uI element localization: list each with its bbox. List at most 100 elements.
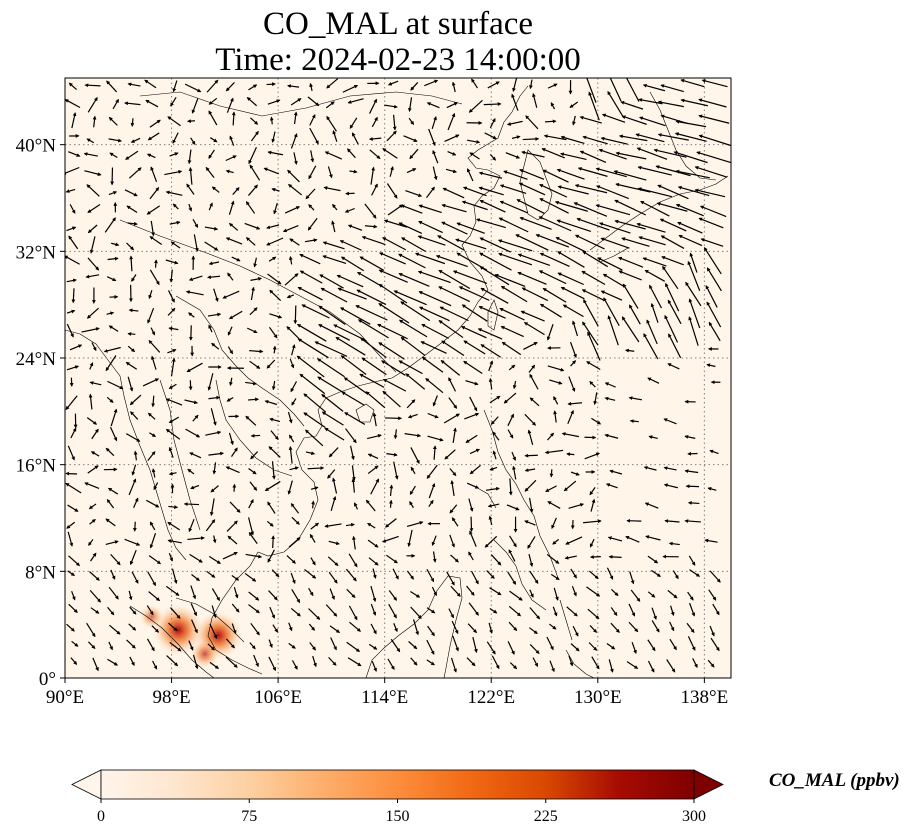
wind-arrow — [589, 625, 598, 633]
wind-arrow — [656, 202, 688, 212]
border-mainland — [119, 91, 463, 531]
wind-arrow — [231, 574, 240, 581]
wind-arrow — [347, 148, 356, 159]
wind-arrow — [349, 117, 358, 129]
wind-arrow — [149, 186, 160, 200]
wind-arrow — [618, 270, 642, 281]
wind-arrow — [204, 226, 219, 231]
wind-arrow — [444, 134, 460, 142]
wind-arrow — [106, 276, 117, 282]
wind-arrow — [297, 338, 329, 359]
lon-tick-label: 98°E — [152, 687, 190, 708]
wind-arrow — [268, 656, 277, 672]
wind-arrow — [432, 551, 437, 563]
wind-arrow — [486, 641, 496, 655]
wind-arrow — [598, 148, 627, 160]
wind-arrow — [351, 478, 356, 493]
wind-arrow — [488, 515, 493, 526]
wind-arrow — [523, 341, 538, 350]
wind-arrow — [450, 657, 457, 673]
wind-arrow — [484, 535, 498, 548]
wind-arrow — [410, 447, 420, 464]
wind-arrow — [480, 344, 501, 358]
wind-arrow — [488, 360, 494, 372]
wind-arrow — [284, 206, 301, 214]
wind-arrow — [478, 171, 503, 179]
wind-arrow — [129, 549, 137, 566]
wind-arrow — [492, 431, 500, 441]
wind-arrow — [499, 184, 527, 195]
wind-arrow — [146, 605, 154, 616]
wind-arrow — [211, 342, 220, 350]
wind-arrow — [166, 655, 179, 667]
wind-arrow — [67, 531, 74, 547]
wind-arrow — [152, 660, 158, 670]
wind-arrow — [688, 555, 696, 566]
wind-arrow — [386, 183, 398, 199]
wind-arrow — [212, 535, 217, 544]
wind-arrow — [346, 641, 361, 653]
wind-arrow — [339, 240, 362, 251]
wind-arrow — [628, 396, 643, 401]
wind-arrow — [169, 641, 182, 652]
wind-arrow — [554, 200, 588, 212]
wind-arrow — [231, 111, 236, 126]
wind-arrow — [501, 341, 522, 356]
wind-arrow — [451, 81, 456, 93]
wind-arrow — [404, 433, 422, 438]
wind-arrow — [529, 589, 534, 598]
wind-arrow — [271, 380, 276, 391]
coastline-philippines — [473, 409, 559, 611]
wind-arrow — [638, 236, 666, 246]
wind-arrow — [229, 501, 241, 513]
wind-arrow — [326, 115, 337, 132]
wind-arrow — [290, 607, 301, 617]
wind-arrow — [628, 621, 639, 633]
wind-arrow — [400, 204, 423, 214]
wind-arrow — [606, 642, 616, 650]
wind-arrow — [600, 237, 630, 249]
wind-arrow — [144, 79, 157, 89]
wind-arrow — [65, 99, 81, 109]
wind-arrow — [149, 521, 156, 531]
wind-arrow — [268, 446, 281, 458]
wind-arrow — [468, 551, 474, 561]
wind-arrow — [472, 637, 478, 653]
wind-arrow — [128, 623, 137, 631]
colorbar-tick-label: 0 — [97, 808, 105, 825]
wind-arrow — [291, 660, 298, 670]
wind-arrow — [564, 555, 577, 560]
colorbar-tick-label: 300 — [682, 808, 706, 825]
wind-arrow — [428, 499, 434, 508]
wind-arrow — [694, 188, 726, 198]
wind-arrow — [647, 377, 660, 384]
wind-arrow — [389, 499, 393, 508]
wind-arrow — [327, 556, 339, 567]
wind-arrow — [426, 464, 438, 479]
wind-arrow — [507, 641, 515, 655]
wind-arrow — [65, 188, 76, 193]
wind-arrow — [287, 411, 293, 424]
wind-arrow — [467, 139, 481, 144]
wind-arrow — [87, 203, 101, 214]
wind-arrow — [478, 306, 506, 319]
wind-arrow — [692, 658, 698, 669]
wind-arrow — [463, 340, 486, 355]
wind-arrow — [106, 396, 114, 403]
wind-arrow — [392, 568, 399, 580]
wind-arrow — [427, 625, 435, 637]
wind-arrow — [107, 606, 115, 616]
wind-arrow — [327, 469, 336, 479]
wind-arrow — [628, 304, 641, 325]
wind-arrow — [128, 590, 133, 601]
wind-arrow — [133, 497, 139, 509]
wind-arrow — [183, 502, 200, 506]
wind-arrow — [506, 504, 520, 511]
wind-arrow — [344, 207, 355, 213]
wind-arrow — [684, 434, 696, 439]
wind-arrow — [524, 468, 536, 473]
wind-arrow — [608, 554, 622, 559]
axis-ticks: 90°E 98°E 106°E 114°E 122°E 130°E 138°E 0° 8°N 16… — [16, 136, 729, 708]
wind-arrow — [570, 471, 580, 476]
wind-arrow — [568, 503, 585, 509]
